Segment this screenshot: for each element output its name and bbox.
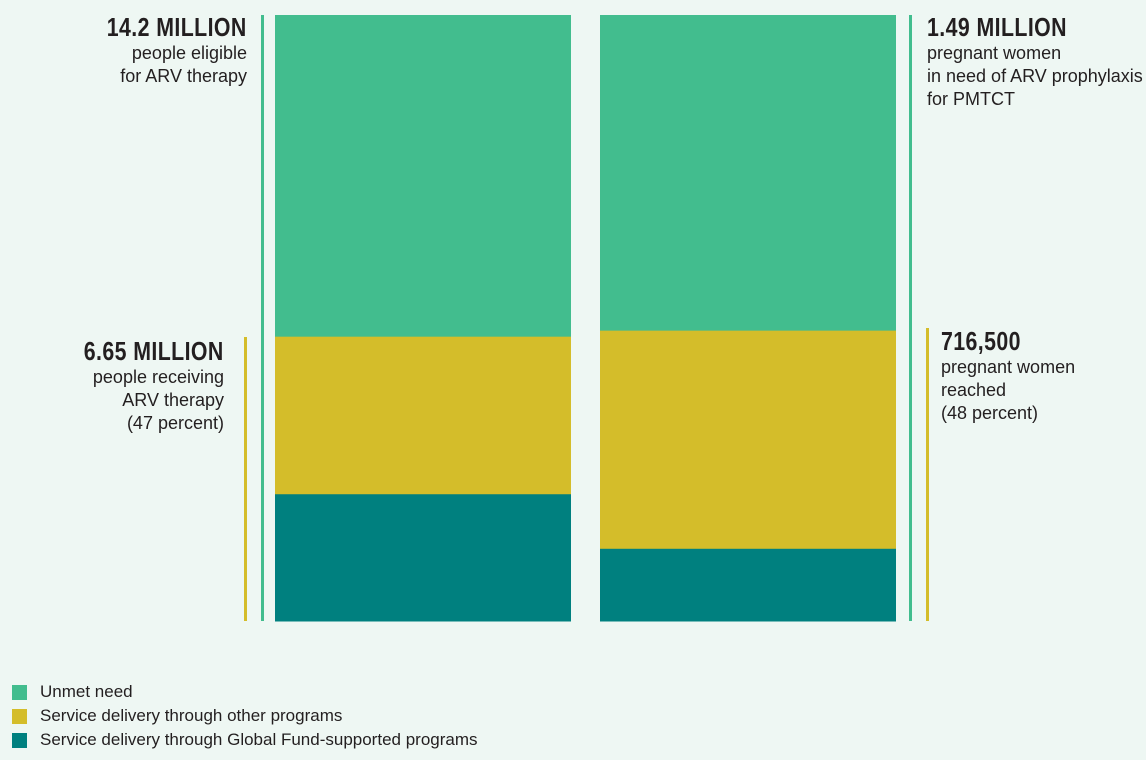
right-reached-description: pregnant women reached (48 percent) xyxy=(941,357,1076,423)
right-total-description: pregnant women in need of ARV prophylaxi… xyxy=(927,43,1143,109)
bars-group xyxy=(275,15,896,622)
legend-label-unmet: Unmet need xyxy=(40,682,133,701)
bar-pmtct-service-delivery-through-other-programs xyxy=(600,330,896,549)
right-total-rule xyxy=(909,15,912,621)
right-reached-rule xyxy=(926,328,929,621)
bar-pmtct-service-delivery-through-global-fund-supported-programs xyxy=(600,548,896,622)
legend-swatch-other xyxy=(12,708,27,724)
left-total-rule xyxy=(261,15,264,621)
left-total-description: people eligible for ARV therapy xyxy=(120,43,247,86)
legend-item-unmet-need: Unmet need xyxy=(12,680,478,704)
legend-item-global-fund: Service delivery through Global Fund-sup… xyxy=(12,728,478,752)
right-reached-annotation: 716,500 pregnant women reached (48 perce… xyxy=(941,326,1075,425)
right-reached-value: 716,500 xyxy=(941,326,1021,356)
left-total-value: 14.2 MILLION xyxy=(107,12,247,42)
bar-arv-therapy-service-delivery-through-other-programs xyxy=(275,336,571,495)
stacked-bar-chart xyxy=(244,15,929,622)
bar-arv-therapy-service-delivery-through-global-fund-supported-programs xyxy=(275,493,571,622)
legend-item-other-programs: Service delivery through other programs xyxy=(12,704,478,728)
left-reached-annotation: 6.65 MILLION people receiving ARV therap… xyxy=(53,336,224,435)
left-reached-description: people receiving ARV therapy (47 percent… xyxy=(92,367,224,433)
right-total-annotation: 1.49 MILLION pregnant women in need of A… xyxy=(927,12,1143,111)
left-reached-rule xyxy=(244,337,247,621)
legend-label-other: Service delivery through other programs xyxy=(40,706,343,725)
legend: Unmet need Service delivery through othe… xyxy=(12,680,478,752)
bar-pmtct-unmet-need xyxy=(600,15,896,331)
legend-label-global-fund: Service delivery through Global Fund-sup… xyxy=(40,730,478,749)
legend-swatch-global-fund xyxy=(12,732,27,748)
right-total-value: 1.49 MILLION xyxy=(927,12,1067,42)
bar-arv-therapy-unmet-need xyxy=(275,15,571,337)
legend-swatch-unmet xyxy=(12,684,27,700)
left-reached-value: 6.65 MILLION xyxy=(84,336,224,366)
left-total-annotation: 14.2 MILLION people eligible for ARV the… xyxy=(76,12,247,88)
